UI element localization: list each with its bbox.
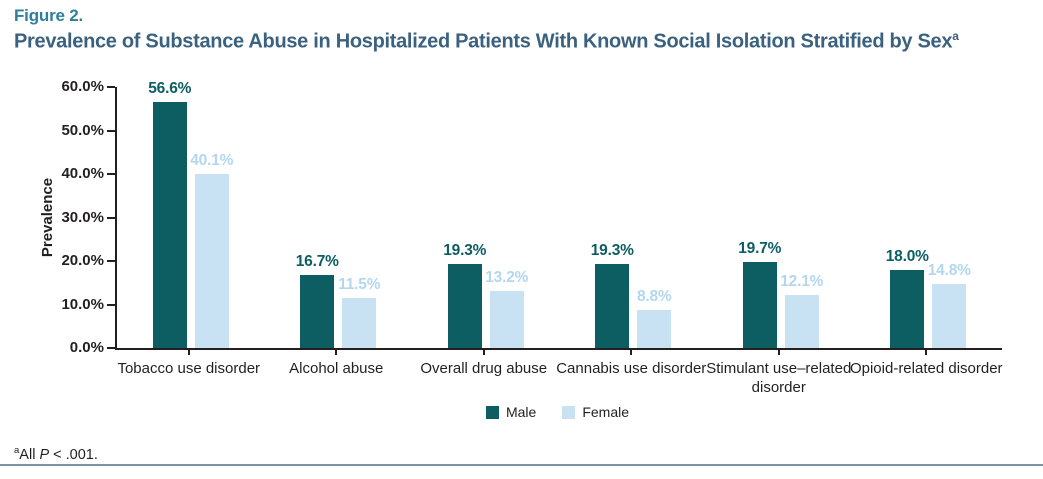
figure-title-text: Prevalence of Substance Abuse in Hospita… bbox=[14, 30, 953, 53]
footnote: aAll P < .001. bbox=[14, 445, 98, 463]
category-label: Alcohol abuse bbox=[289, 360, 384, 377]
bar-value-label-female: 11.5% bbox=[338, 275, 381, 293]
category-tick bbox=[925, 350, 928, 355]
y-tick-mark bbox=[107, 86, 115, 88]
y-tick-mark bbox=[107, 260, 115, 262]
bar-male bbox=[890, 269, 925, 348]
footnote-p-italic: P bbox=[39, 446, 50, 463]
y-tick-mark bbox=[107, 216, 115, 219]
bar-value-label-male: 18.0% bbox=[885, 247, 929, 265]
y-tick-mark bbox=[107, 173, 115, 175]
category-tick bbox=[482, 350, 485, 355]
bar-value-label-female: 12.1% bbox=[780, 273, 824, 291]
y-tick-label: 50.0% bbox=[61, 121, 104, 139]
y-tick-label: 40.0% bbox=[61, 165, 104, 182]
y-tick-label: 30.0% bbox=[61, 208, 104, 226]
category-label: Cannabis use disorder bbox=[556, 360, 707, 377]
bottom-rule bbox=[0, 464, 1043, 466]
bar-female bbox=[194, 173, 229, 348]
legend-swatch-female bbox=[562, 405, 576, 419]
bar-value-label-male: 19.3% bbox=[590, 242, 634, 260]
bar-female bbox=[784, 295, 819, 348]
bar-value-label-female: 13.2% bbox=[485, 268, 529, 286]
bar-male bbox=[595, 264, 630, 348]
bar-male bbox=[300, 275, 335, 348]
category-label: Tobacco use disorder bbox=[117, 360, 261, 377]
y-tick-mark bbox=[107, 303, 115, 306]
category-tick bbox=[187, 350, 190, 355]
bar-male bbox=[152, 101, 187, 348]
legend-item-male: Male bbox=[485, 404, 537, 420]
footnote-prefix: All bbox=[19, 446, 40, 463]
bar-female bbox=[342, 297, 377, 348]
y-tick-mark bbox=[107, 347, 115, 349]
figure-number-label: Figure 2. bbox=[14, 6, 84, 25]
bar-male bbox=[447, 264, 482, 348]
y-tick-label: 20.0% bbox=[61, 252, 104, 269]
y-tick-mark bbox=[107, 129, 115, 132]
bar-value-label-female: 40.1% bbox=[190, 151, 234, 169]
category-tick bbox=[777, 350, 780, 355]
bar-value-label-male: 16.7% bbox=[295, 253, 339, 271]
bar-value-label-female: 8.8% bbox=[636, 287, 672, 305]
bar-female bbox=[489, 290, 524, 348]
bar-female bbox=[637, 309, 672, 348]
figure-title-superscript: a bbox=[952, 29, 959, 43]
footnote-suffix: < .001. bbox=[49, 446, 98, 463]
chart-legend: Male Female bbox=[115, 403, 1000, 421]
legend-swatch-male bbox=[485, 405, 499, 419]
bar-value-label-male: 19.7% bbox=[738, 240, 782, 258]
y-tick-label: 60.0% bbox=[61, 78, 104, 95]
legend-item-female: Female bbox=[562, 404, 629, 420]
legend-label-male: Male bbox=[505, 404, 537, 420]
footnote-superscript: a bbox=[14, 445, 20, 456]
figure-title: Prevalence of Substance Abuse in Hospita… bbox=[14, 29, 959, 54]
category-label: Stimulant use–related disorder bbox=[706, 360, 852, 396]
y-tick-label: 10.0% bbox=[61, 295, 104, 313]
bar-female bbox=[932, 283, 967, 348]
y-tick-label: 0.0% bbox=[69, 339, 104, 356]
category-tick bbox=[335, 350, 338, 355]
category-tick bbox=[630, 350, 633, 355]
bar-male bbox=[742, 262, 777, 348]
category-label: Opioid-related disorder bbox=[849, 360, 1003, 377]
bar-value-label-male: 56.6% bbox=[148, 79, 192, 97]
category-label: Overall drug abuse bbox=[420, 360, 548, 377]
plot-area: 56.6% 40.1% 16.7% 11.5% 19.3% 13.2% 19.3% 8.8% 1… bbox=[115, 80, 1002, 350]
bar-value-label-male: 19.3% bbox=[443, 242, 487, 260]
legend-label-female: Female bbox=[582, 404, 630, 420]
bar-value-label-female: 14.8% bbox=[927, 261, 971, 279]
